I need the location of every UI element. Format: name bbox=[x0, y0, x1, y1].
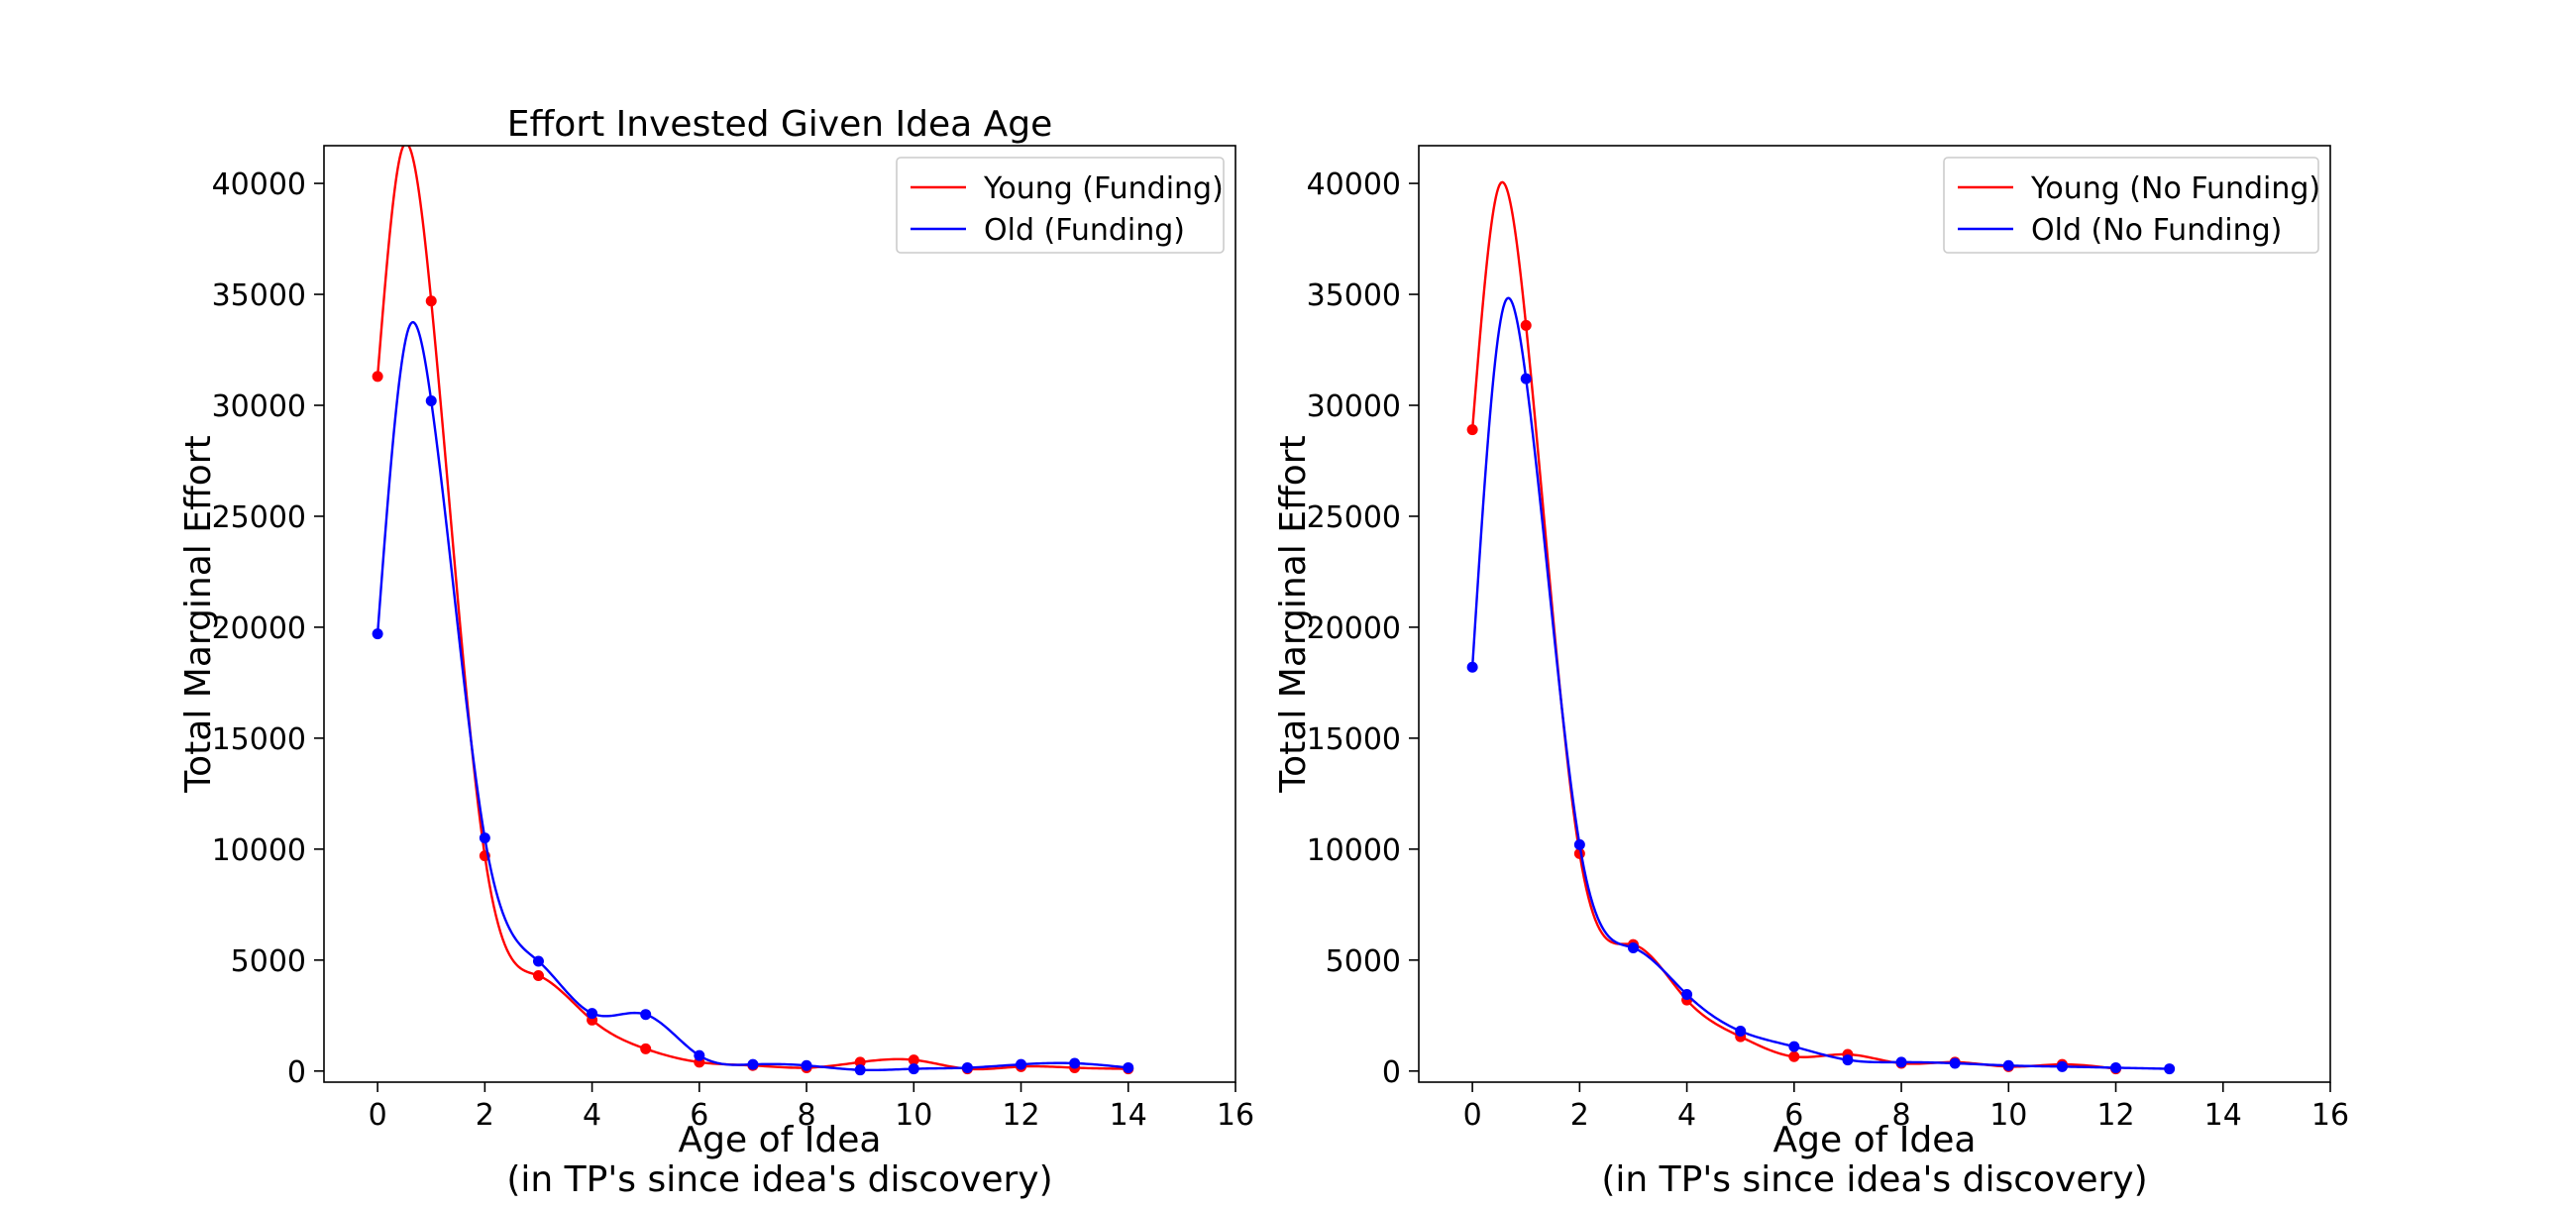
x-tick-label: 10 bbox=[1989, 1098, 2027, 1133]
axes-frame bbox=[323, 145, 1236, 1083]
chart-title: Effort Invested Given Idea Age bbox=[507, 104, 1053, 145]
data-point bbox=[640, 1043, 652, 1054]
data-point bbox=[908, 1063, 919, 1075]
data-point bbox=[1681, 989, 1693, 1001]
x-tick-label: 10 bbox=[895, 1098, 932, 1133]
legend-entry-label: Old (No Funding) bbox=[2031, 213, 2282, 248]
x-axis-sublabel: (in TP's since idea's discovery) bbox=[1601, 1159, 2147, 1200]
x-tick-label: 6 bbox=[690, 1098, 708, 1133]
data-point bbox=[961, 1061, 973, 1073]
y-tick-label: 10000 bbox=[1307, 833, 1401, 868]
y-tick-label: 40000 bbox=[212, 167, 306, 202]
data-point bbox=[854, 1064, 866, 1076]
data-point bbox=[1123, 1061, 1134, 1073]
x-tick-label: 16 bbox=[2311, 1098, 2349, 1133]
legend-box bbox=[896, 157, 1225, 254]
x-tick-label: 14 bbox=[1110, 1098, 1147, 1133]
y-tick-label: 30000 bbox=[1307, 389, 1401, 424]
axes-frame bbox=[1418, 145, 2331, 1083]
series-line-1 bbox=[376, 146, 1128, 1071]
y-tick-label: 35000 bbox=[212, 278, 306, 313]
data-point bbox=[801, 1059, 812, 1071]
data-point bbox=[425, 295, 437, 307]
data-point bbox=[640, 1009, 652, 1021]
data-point bbox=[1520, 373, 1532, 385]
y-tick-label: 20000 bbox=[1307, 611, 1401, 646]
data-point bbox=[425, 395, 437, 407]
y-tick-label: 10000 bbox=[212, 833, 306, 868]
x-tick-label: 14 bbox=[2204, 1098, 2242, 1133]
x-tick-label: 6 bbox=[1784, 1098, 1803, 1133]
data-point bbox=[2164, 1063, 2176, 1075]
data-point bbox=[1069, 1057, 1081, 1069]
data-point bbox=[1949, 1057, 1961, 1069]
data-point bbox=[372, 371, 383, 383]
y-axis-label: Total Marginal Effort bbox=[1273, 435, 1314, 793]
series-line-1 bbox=[1470, 180, 2116, 1070]
data-point bbox=[479, 832, 490, 844]
data-point bbox=[1466, 661, 1478, 673]
x-tick-label: 2 bbox=[476, 1098, 494, 1133]
y-tick-label: 30000 bbox=[212, 389, 306, 424]
x-tick-label: 8 bbox=[1892, 1098, 1911, 1133]
chart-panel-1: 0 2 4 6 8 10 12 14 16 0 5000 10000 15000 20000 25000 30… bbox=[178, 104, 1254, 1200]
x-tick-label: 4 bbox=[1677, 1098, 1696, 1133]
data-point bbox=[1520, 319, 1532, 331]
x-tick-label: 4 bbox=[583, 1098, 601, 1133]
legend-entry-label: Young (No Funding) bbox=[2030, 171, 2320, 206]
x-axis-label: Age of Idea bbox=[679, 1120, 882, 1160]
legend: Young (Funding) Old (Funding) bbox=[896, 157, 1225, 254]
x-axis-sublabel: (in TP's since idea's discovery) bbox=[506, 1159, 1052, 1200]
legend-entry-label: Young (Funding) bbox=[983, 171, 1224, 206]
y-tick-label: 0 bbox=[1382, 1055, 1401, 1090]
data-point bbox=[1573, 838, 1585, 850]
y-tick-label: 15000 bbox=[1307, 722, 1401, 757]
series-line-2 bbox=[376, 321, 1128, 1072]
x-tick-label: 0 bbox=[1463, 1098, 1482, 1133]
data-point bbox=[1016, 1058, 1027, 1070]
y-tick-label: 5000 bbox=[1326, 944, 1401, 979]
x-tick-label: 2 bbox=[1570, 1098, 1589, 1133]
x-tick-label: 12 bbox=[1002, 1098, 1039, 1133]
data-point bbox=[1466, 424, 1478, 436]
y-tick-label: 25000 bbox=[212, 500, 306, 535]
y-tick-label: 5000 bbox=[231, 944, 306, 979]
y-tick-label: 20000 bbox=[212, 611, 306, 646]
y-tick-label: 35000 bbox=[1307, 278, 1401, 313]
data-point bbox=[2002, 1059, 2014, 1071]
data-point bbox=[1895, 1056, 1907, 1068]
data-point bbox=[1735, 1025, 1747, 1037]
legend-box bbox=[1943, 157, 2319, 254]
data-point bbox=[747, 1058, 759, 1070]
y-tick-label: 25000 bbox=[1307, 500, 1401, 535]
y-tick-label: 0 bbox=[287, 1055, 306, 1090]
y-tick-label: 15000 bbox=[212, 722, 306, 757]
data-point bbox=[1627, 942, 1639, 954]
x-tick-label: 8 bbox=[798, 1098, 816, 1133]
x-tick-label: 12 bbox=[2096, 1098, 2134, 1133]
chart-panel-2: 0 2 4 6 8 10 12 14 16 0 5000 10000 15000 20000 25000 30… bbox=[1273, 145, 2349, 1200]
x-axis-label: Age of Idea bbox=[1773, 1120, 1977, 1160]
data-point bbox=[532, 955, 544, 967]
data-point bbox=[2110, 1061, 2122, 1073]
x-tick-label: 16 bbox=[1217, 1098, 1254, 1133]
data-point bbox=[1788, 1050, 1800, 1062]
data-point bbox=[694, 1049, 705, 1061]
data-point bbox=[587, 1008, 598, 1020]
data-point bbox=[372, 628, 383, 640]
y-axis-label: Total Marginal Effort bbox=[178, 435, 219, 793]
data-point bbox=[854, 1056, 866, 1068]
data-point bbox=[532, 970, 544, 982]
data-point bbox=[1788, 1041, 1800, 1052]
series-line-2 bbox=[1470, 296, 2170, 1070]
x-tick-label: 0 bbox=[369, 1098, 387, 1133]
legend-entry-label: Old (Funding) bbox=[984, 213, 1185, 248]
legend: Young (No Funding) Old (No Funding) bbox=[1943, 157, 2320, 254]
y-tick-label: 40000 bbox=[1307, 167, 1401, 202]
data-point bbox=[2056, 1060, 2068, 1072]
data-point bbox=[1842, 1054, 1854, 1066]
data-point bbox=[908, 1054, 919, 1066]
